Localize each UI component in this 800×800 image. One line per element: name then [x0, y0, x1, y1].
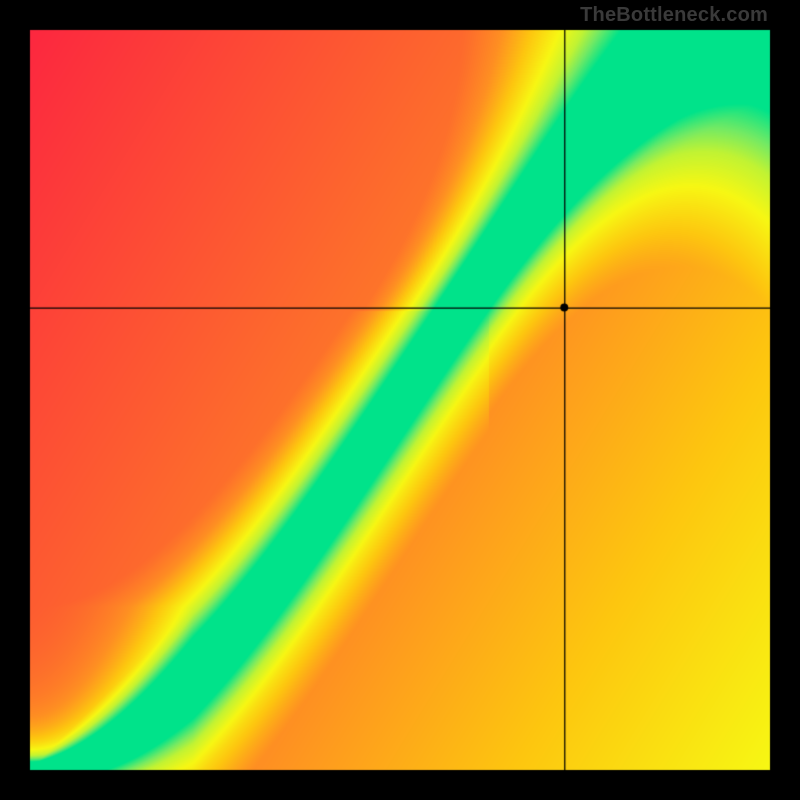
chart-stage: TheBottleneck.com: [0, 0, 800, 800]
watermark-label: TheBottleneck.com: [580, 4, 768, 27]
heatmap-canvas: [0, 0, 800, 800]
